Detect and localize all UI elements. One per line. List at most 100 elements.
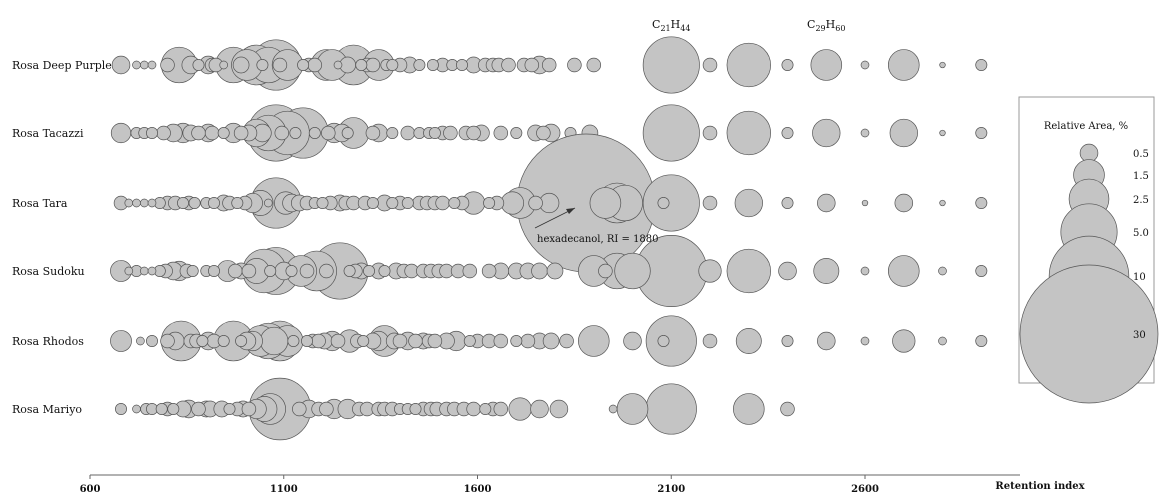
bubble-point [443,125,458,141]
bubble-point [401,197,414,209]
bubble-point [160,57,175,73]
bubble-point [781,127,794,139]
bubble-point [542,332,560,350]
bubble-point [510,127,523,139]
bubble-point [219,60,229,70]
bubble-point [578,325,610,357]
bubble-point [241,263,257,279]
bubble-point [735,328,762,354]
bubble-point [321,125,336,141]
bubble-point [139,198,149,208]
bubble-point [192,59,205,71]
bubble-point [500,191,525,215]
bubble-point [311,333,326,349]
bubble-point [536,125,551,141]
bubble-point [427,333,443,349]
legend-value: 2.5 [1133,195,1149,206]
bubble-point [386,59,399,71]
bubble-point [308,127,321,139]
bubble-point [115,403,127,415]
bubble-point [177,197,189,209]
bubble-point [366,197,379,209]
bubble-point [167,403,180,415]
bubble-point [493,401,509,417]
series-row: Rosa Mariyo [12,377,795,441]
bubble-point [208,265,220,277]
bubble-point [531,262,548,280]
bubble-point [975,335,988,347]
bubble-point [778,261,797,281]
bubble-point [780,401,795,417]
bubble-point [287,335,300,347]
series-row: Rosa Deep Purple [12,36,988,94]
bubble-point [256,59,269,71]
x-axis: Retention index 600 1100 1600 2100 2600 [80,474,1086,495]
bubble-point [136,336,145,346]
bubble-point [462,263,478,279]
series-label: Rosa Tara [12,197,68,210]
bubble-point [938,266,947,276]
bubble-point [861,199,869,207]
bubble-point [110,122,132,144]
series-row: Rosa Rhodos [12,315,988,367]
bubble-point [124,266,134,276]
bubble-point [530,399,549,419]
x-tick-label: 1600 [464,484,492,495]
bubble-point [734,188,763,218]
bubble-point [702,333,718,349]
bubble-point [586,57,602,73]
bubble-point [408,333,423,349]
bubble-point [702,125,718,141]
bubble-point [241,401,257,417]
bubble-point [228,263,243,279]
series-label: Rosa Rhodos [12,335,84,348]
bubble-point [264,265,277,277]
bubble-point [726,248,771,294]
bubble-point [231,197,244,209]
bubble-point [589,187,622,219]
bubble-point [616,393,649,425]
bubble-point [155,403,168,415]
bubble-point [188,197,201,209]
bubble-point [781,197,794,209]
bubble-point [316,197,329,209]
bubble-point [813,258,840,284]
legend-title: Relative Area, % [1044,121,1128,132]
bubble-point [132,198,141,208]
bubble-point [132,404,141,414]
annotation-arrowhead [566,208,575,214]
bubble-point [524,57,540,73]
bubble-point [292,401,307,417]
bubble-point [860,336,870,346]
bubble-point [528,195,543,211]
bubble-point [272,57,288,73]
bubble-point [541,57,557,73]
bubble-point [343,265,356,277]
legend: Relative Area, % 0.5 1.5 2.5 5.0 10 30 [1018,96,1159,404]
bubble-point [191,401,206,417]
bubble-point [289,127,302,139]
bubble-point [139,60,149,70]
bubble-point [493,333,509,349]
bubble-point [365,125,381,141]
bubble-point [217,127,230,139]
bubble-point [657,197,670,209]
bubble-point [233,125,249,141]
bubble-point [483,197,496,209]
bubble-point [975,59,988,71]
bubble-point [860,128,870,138]
bubble-point [132,60,141,70]
bubble-point [888,49,920,81]
bubble-point [319,401,334,417]
bubble-point [567,57,582,73]
bubble-point [392,333,408,349]
bubble-point [330,333,346,349]
chart-rows: Rosa Deep Purple Rosa Tacazzi Rosa Tara Ros… [12,36,988,441]
bubble-point [463,335,476,347]
bubble-point [204,125,220,141]
bubble-point [235,335,248,347]
bubble-point [259,326,289,356]
legend-value: 30 [1133,330,1146,341]
bubble-point [812,118,841,148]
x-tick-label: 2600 [851,484,879,495]
